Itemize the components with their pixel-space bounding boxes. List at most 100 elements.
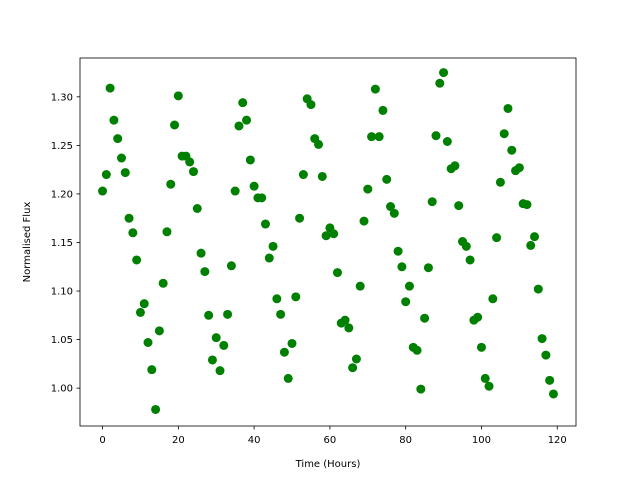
data-point — [533, 284, 543, 294]
data-point — [397, 262, 407, 272]
data-point — [242, 115, 252, 125]
data-point — [219, 340, 229, 350]
data-point — [526, 240, 536, 250]
data-point — [158, 278, 168, 288]
data-point — [192, 204, 202, 214]
data-point — [105, 83, 115, 93]
y-tick-label: 1.25 — [51, 141, 73, 152]
data-point — [355, 281, 365, 291]
axes-frame — [79, 57, 577, 427]
data-point — [522, 200, 532, 210]
data-point — [507, 145, 517, 155]
x-tick-label: 60 — [324, 435, 337, 446]
y-tick-label: 1.05 — [51, 335, 73, 346]
data-point — [151, 404, 161, 414]
data-point — [348, 363, 358, 373]
data-point — [431, 131, 441, 141]
y-tick-label: 1.10 — [51, 287, 73, 298]
data-point — [450, 161, 460, 171]
data-point — [276, 309, 286, 319]
data-point — [363, 184, 373, 194]
data-point — [427, 197, 437, 207]
data-point — [215, 366, 225, 376]
data-point — [442, 137, 452, 147]
data-point — [207, 355, 217, 365]
x-axis-label: Time (Hours) — [295, 459, 361, 470]
data-point — [340, 315, 350, 325]
data-point — [211, 333, 221, 343]
data-point — [412, 345, 422, 355]
data-point — [351, 354, 361, 364]
data-point — [321, 231, 331, 241]
data-point — [454, 201, 464, 211]
data-point — [188, 167, 198, 177]
y-tick-label: 1.00 — [51, 384, 73, 395]
data-point — [98, 186, 108, 196]
data-point — [488, 294, 498, 304]
data-point — [480, 373, 490, 383]
data-point — [120, 168, 130, 178]
data-point — [514, 163, 524, 173]
data-point — [317, 171, 327, 181]
data-point — [264, 253, 274, 263]
data-point — [204, 310, 214, 320]
data-point — [530, 232, 540, 242]
data-point — [420, 313, 430, 323]
data-point — [465, 255, 475, 265]
data-point — [283, 373, 293, 383]
data-point — [113, 134, 123, 144]
y-tick-label: 1.20 — [51, 189, 73, 200]
x-tick-label: 20 — [172, 435, 185, 446]
data-point — [495, 177, 505, 187]
data-point — [109, 115, 119, 125]
data-point — [359, 216, 369, 226]
data-point — [166, 179, 176, 189]
data-point — [147, 365, 157, 375]
data-point — [484, 381, 494, 391]
data-point — [234, 121, 244, 131]
x-tick-label: 40 — [248, 435, 261, 446]
data-point — [386, 202, 396, 212]
data-point — [435, 78, 445, 88]
data-point — [135, 307, 145, 317]
data-point — [537, 334, 547, 344]
data-point — [492, 233, 502, 243]
data-point — [238, 98, 248, 108]
data-point — [476, 342, 486, 352]
data-point — [230, 186, 240, 196]
data-point — [393, 246, 403, 256]
data-point — [306, 100, 316, 110]
data-point — [344, 323, 354, 333]
data-point — [439, 68, 449, 78]
x-tick-label: 120 — [548, 435, 567, 446]
data-point — [374, 132, 384, 142]
data-point — [139, 299, 149, 309]
data-point — [291, 292, 301, 302]
data-point — [132, 255, 142, 265]
data-point — [473, 312, 483, 322]
data-point — [332, 268, 342, 278]
data-point — [272, 294, 282, 304]
data-point — [170, 120, 180, 130]
data-point — [143, 337, 153, 347]
y-axis-label: Normalised Flux — [22, 202, 33, 283]
y-tick-label: 1.15 — [51, 238, 73, 249]
data-point — [260, 219, 270, 229]
data-point — [116, 153, 126, 163]
data-point — [423, 263, 433, 273]
data-point — [370, 84, 380, 94]
data-point — [401, 297, 411, 307]
data-point — [223, 309, 233, 319]
data-point — [245, 155, 255, 165]
data-point — [295, 213, 305, 223]
data-point — [287, 338, 297, 348]
data-point — [367, 132, 377, 142]
data-point — [268, 241, 278, 251]
data-point — [196, 248, 206, 258]
data-point — [298, 170, 308, 180]
y-tick-label: 1.30 — [51, 92, 73, 103]
data-point — [162, 227, 172, 237]
